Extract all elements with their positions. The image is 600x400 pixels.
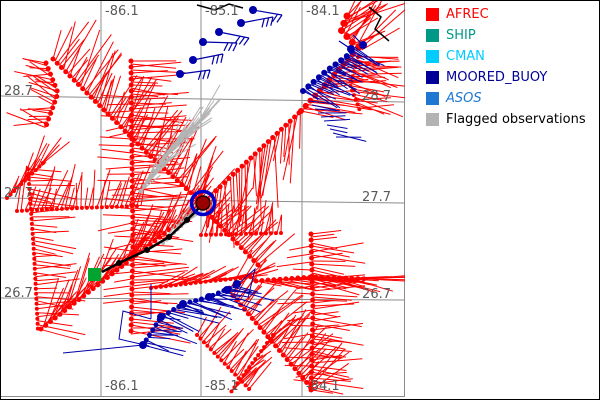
flagged-cluster-main (138, 84, 221, 194)
afrec-horiz-mid (149, 262, 279, 290)
legend-swatch-asos (426, 92, 439, 105)
svg-text:-85.1: -85.1 (205, 4, 239, 19)
station-wind-barb (249, 6, 283, 23)
legend-label-cman: CMAN (446, 49, 485, 64)
station-wind-barb (199, 38, 238, 52)
moored-buoy-ne-under (308, 100, 367, 142)
svg-text:-85.1: -85.1 (205, 379, 239, 394)
svg-text:-84.1: -84.1 (306, 379, 340, 394)
afrec-horiz-left (15, 163, 151, 213)
legend-swatch-ship (426, 29, 439, 42)
svg-text:26.7: 26.7 (4, 286, 33, 301)
afrec-right-vert (308, 230, 366, 395)
legend-label-afrec: AFREC (446, 7, 489, 22)
selected-obs-bullseye (189, 189, 217, 217)
legend-swatch-moored-buoy (426, 71, 439, 84)
station-wind-barb (237, 16, 274, 28)
afrec-ne-fan (348, 55, 405, 118)
black-drift-track (101, 206, 201, 274)
legend-item-afrec: AFREC (426, 8, 586, 21)
afrec-left-vert (26, 167, 86, 341)
svg-text:-86.1: -86.1 (105, 379, 139, 394)
legend-label-asos: ASOS (446, 91, 482, 106)
legend-swatch-flagged-observations (426, 113, 439, 126)
connector-lines (62, 3, 390, 354)
svg-text:28.7: 28.7 (362, 89, 391, 104)
legend-item-flagged-observations: Flagged observations (426, 113, 586, 126)
afrec-right-vert-west (276, 245, 312, 383)
svg-text:26.7: 26.7 (362, 287, 391, 302)
moored-buoy-bottom (139, 280, 275, 357)
legend-swatch-afrec (426, 8, 439, 21)
svg-text:-84.1: -84.1 (306, 4, 340, 19)
afrec-horiz-right (253, 274, 405, 296)
legend-label-flagged-observations: Flagged observations (446, 112, 586, 127)
svg-text:28.7: 28.7 (4, 84, 33, 99)
svg-text:27.7: 27.7 (362, 190, 391, 205)
afrec-hook-ne (337, 1, 405, 55)
legend-label-ship: SHIP (446, 28, 476, 43)
legend-label-moored-buoy: MOORED_BUOY (446, 70, 548, 85)
svg-text:-86.1: -86.1 (105, 4, 139, 19)
legend-item-ship: SHIP (426, 29, 586, 42)
afrec-knot-nw (6, 57, 61, 132)
highlight-green-square (88, 268, 101, 281)
station-wind-barb (352, 34, 367, 49)
station-wind-barb (338, 40, 355, 53)
afrec-horiz-center (199, 199, 285, 237)
afrec-bottom-cross (229, 312, 299, 394)
station-wind-barb (215, 28, 250, 46)
legend-item-cman: CMAN (426, 50, 586, 63)
legend-panel: AFREC SHIP CMAN MOORED_BUOY ASOS Flagged obse… (426, 8, 586, 126)
axis-tick-labels: -86.1 -86.1 -85.1 -85.1 -84.1 -84.1 28.7 28.7 27… (4, 4, 391, 394)
legend-item-moored-buoy: MOORED_BUOY (426, 71, 586, 84)
legend-swatch-cman (426, 50, 439, 63)
legend-item-asos: ASOS (426, 92, 586, 105)
station-wind-barb (176, 69, 211, 80)
station-wind-barb (189, 53, 224, 65)
svg-text:27.7: 27.7 (4, 186, 33, 201)
